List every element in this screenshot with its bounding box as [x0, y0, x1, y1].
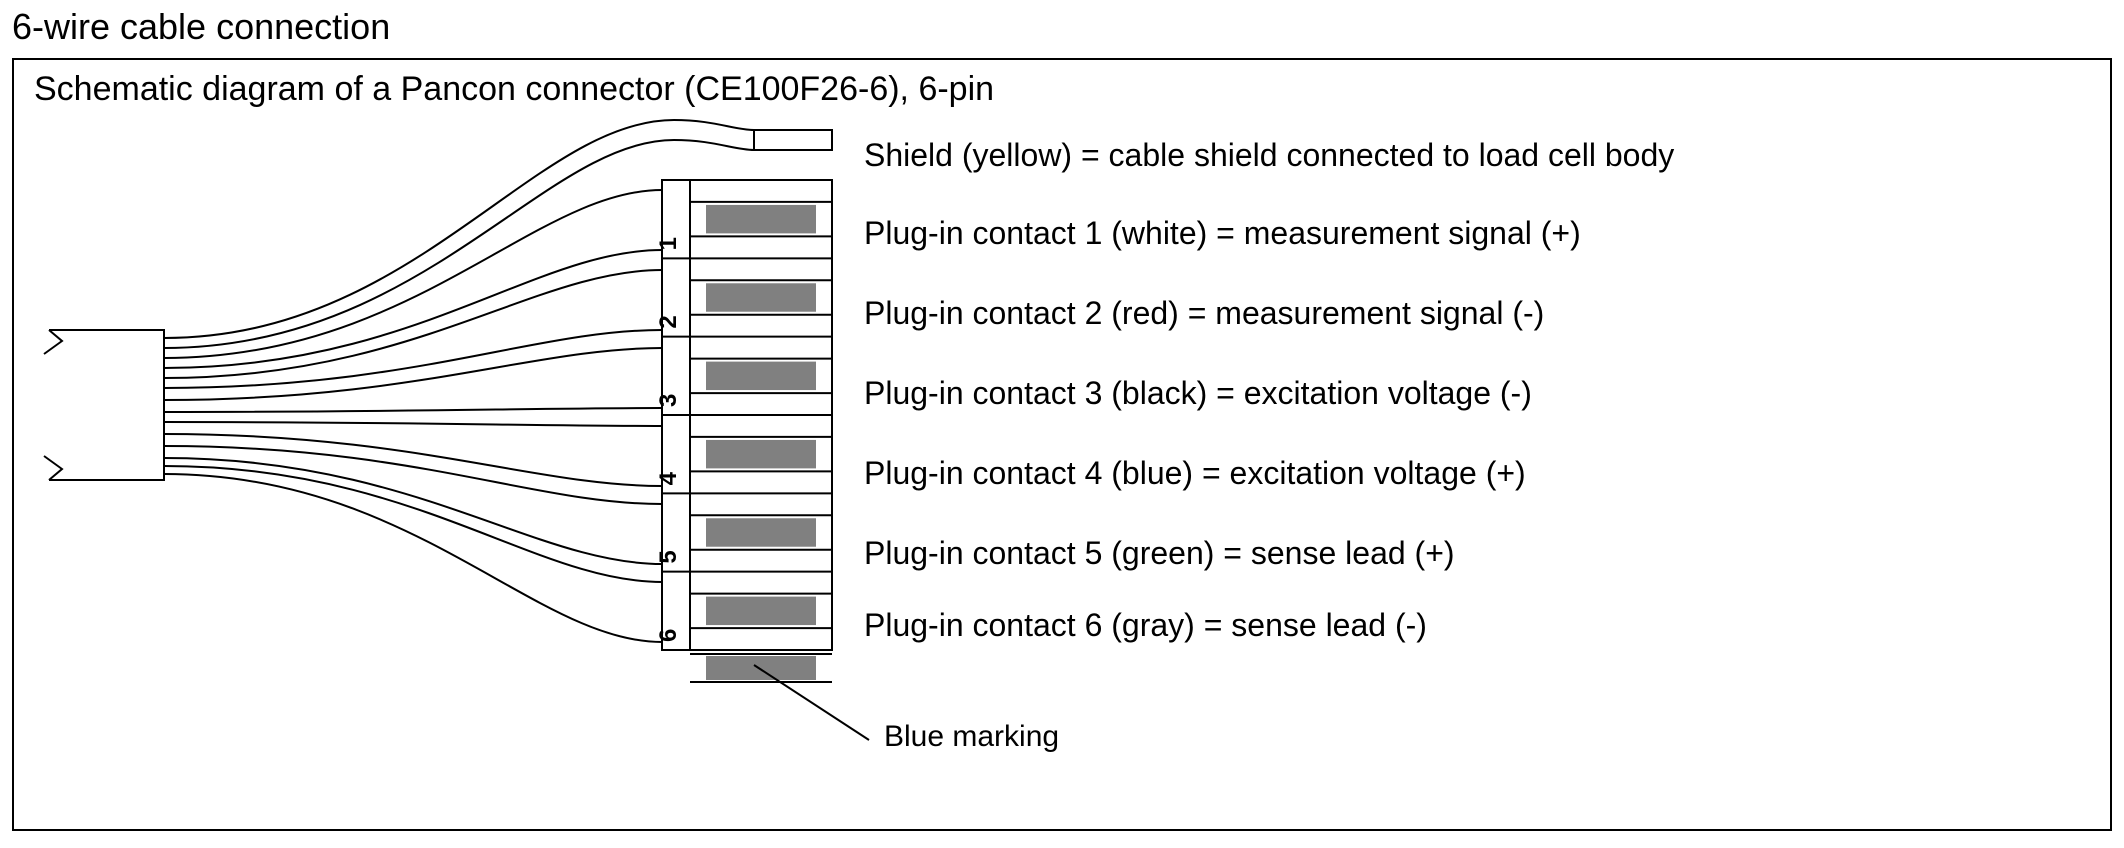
pin-number-1: 1 — [655, 237, 682, 250]
pin-contact-1 — [706, 205, 816, 233]
wires — [164, 120, 674, 642]
label-pin6: Plug‑in contact 6 (gray) = sense lead (-… — [864, 607, 1427, 644]
page: 6‑wire cable connection Schematic diagra… — [0, 0, 2124, 848]
cable-jacket — [44, 330, 164, 480]
label-pin3: Plug‑in contact 3 (black) = excitation v… — [864, 375, 1532, 412]
pin-number-3: 3 — [655, 394, 682, 407]
wiring-diagram: 1 2 3 4 5 6 — [14, 60, 2110, 829]
pin-contact-2 — [706, 283, 816, 311]
pin-number-5: 5 — [655, 550, 682, 563]
label-pin2: Plug‑in contact 2 (red) = measurement si… — [864, 295, 1544, 332]
label-shield: Shield (yellow) = cable shield connected… — [864, 137, 1674, 174]
pin-number-6: 6 — [655, 629, 682, 642]
label-pin1: Plug‑in contact 1 (white) = measurement … — [864, 215, 1581, 252]
pin-number-2: 2 — [655, 315, 682, 328]
blue-marking-block — [706, 656, 816, 680]
page-title: 6‑wire cable connection — [12, 6, 390, 48]
label-pin4: Plug‑in contact 4 (blue) = excitation vo… — [864, 455, 1526, 492]
label-blue-marking: Blue marking — [884, 720, 1059, 754]
pin-contact-6 — [706, 597, 816, 625]
diagram-frame: Schematic diagram of a Pancon connector … — [12, 58, 2112, 831]
pin-number-4: 4 — [655, 471, 682, 485]
pin-contact-5 — [706, 518, 816, 546]
shield-tab — [674, 120, 832, 150]
pin-contact-3 — [706, 362, 816, 390]
pin-contact-4 — [706, 440, 816, 468]
label-pin5: Plug‑in contact 5 (green) = sense lead (… — [864, 535, 1455, 572]
